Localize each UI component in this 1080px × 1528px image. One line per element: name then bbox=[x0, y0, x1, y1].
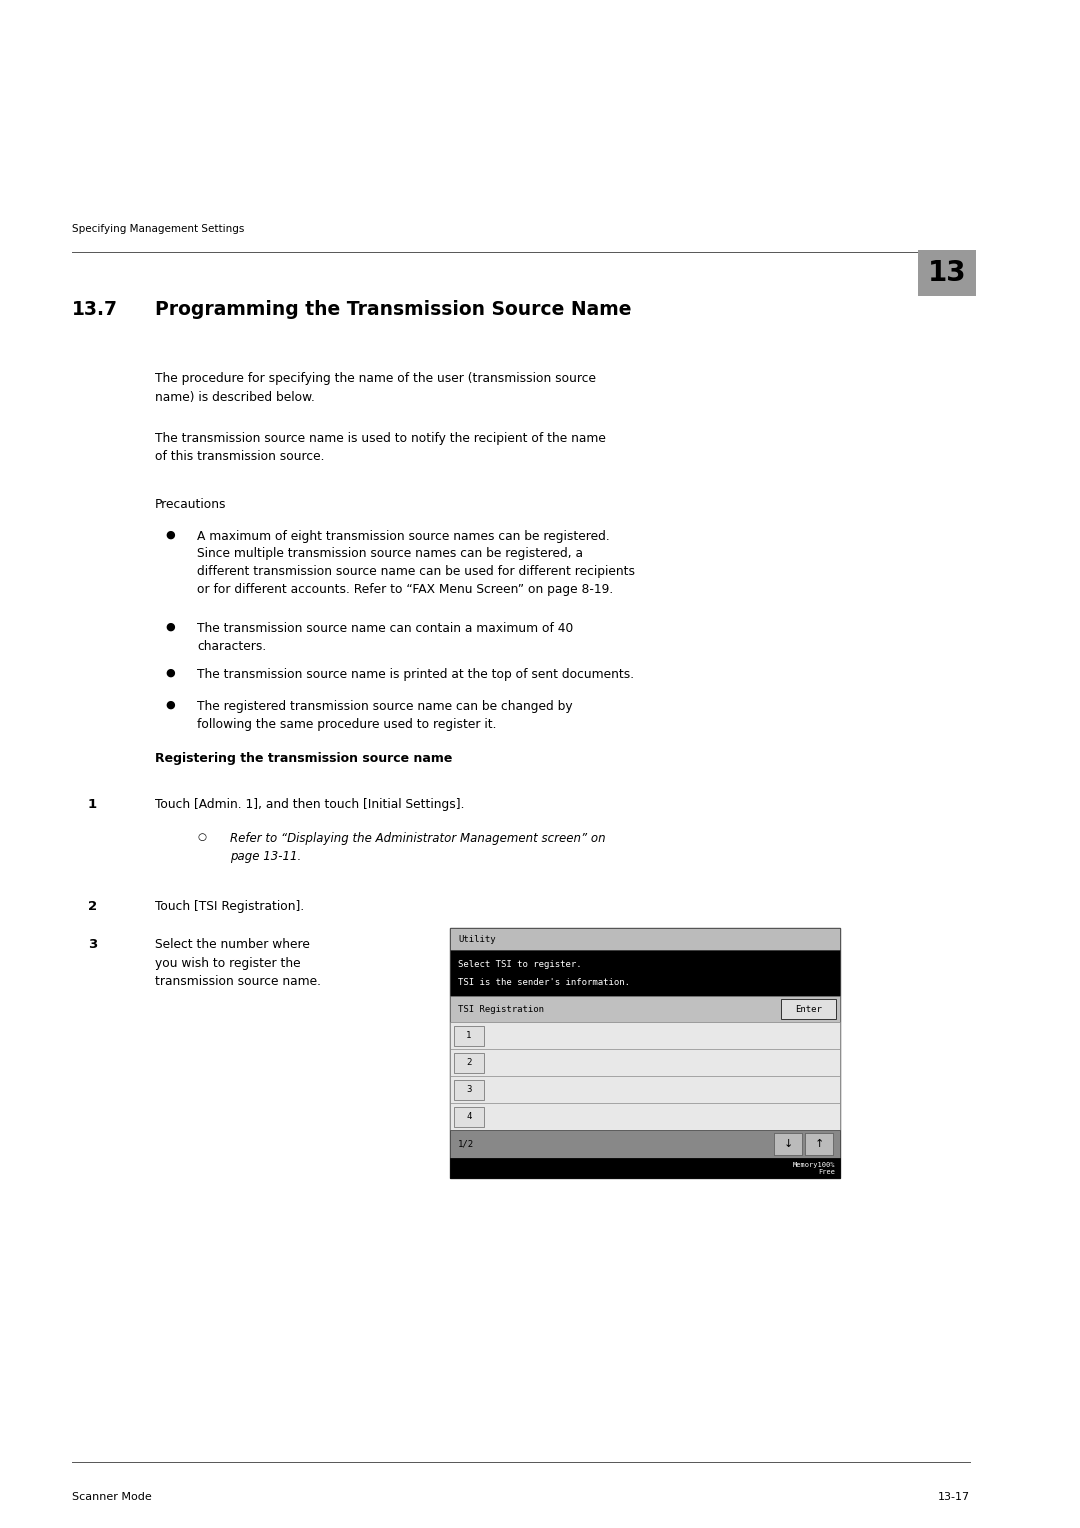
Text: Programming the Transmission Source Name: Programming the Transmission Source Name bbox=[156, 299, 632, 319]
Bar bbox=[781, 999, 836, 1019]
Bar bbox=[450, 1050, 840, 1076]
Bar bbox=[454, 1025, 484, 1045]
Bar bbox=[774, 1132, 802, 1155]
Text: The transmission source name is printed at the top of sent documents.: The transmission source name is printed … bbox=[197, 668, 634, 681]
Text: 13: 13 bbox=[928, 260, 967, 287]
Text: The transmission source name can contain a maximum of 40
characters.: The transmission source name can contain… bbox=[197, 622, 573, 652]
Bar bbox=[450, 1103, 840, 1131]
Text: The registered transmission source name can be changed by
following the same pro: The registered transmission source name … bbox=[197, 700, 572, 730]
Text: TSI is the sender's information.: TSI is the sender's information. bbox=[458, 978, 630, 987]
Text: 1/2: 1/2 bbox=[458, 1140, 474, 1149]
Text: Utility: Utility bbox=[458, 935, 496, 943]
Text: ○: ○ bbox=[197, 833, 206, 842]
Text: 13.7: 13.7 bbox=[72, 299, 118, 319]
Text: ●: ● bbox=[165, 700, 175, 711]
Bar bbox=[805, 1132, 833, 1155]
Bar bbox=[450, 1158, 840, 1178]
Text: 4: 4 bbox=[467, 1112, 472, 1122]
Text: ●: ● bbox=[165, 668, 175, 678]
Text: Scanner Mode: Scanner Mode bbox=[72, 1491, 152, 1502]
Bar bbox=[450, 950, 840, 996]
Bar bbox=[450, 996, 840, 1022]
Text: Registering the transmission source name: Registering the transmission source name bbox=[156, 752, 453, 766]
Text: 2: 2 bbox=[87, 900, 97, 914]
Bar bbox=[454, 1053, 484, 1073]
Text: 3: 3 bbox=[87, 938, 97, 950]
Text: 1: 1 bbox=[87, 798, 97, 811]
Text: Touch [TSI Registration].: Touch [TSI Registration]. bbox=[156, 900, 305, 914]
Bar bbox=[450, 1076, 840, 1103]
Text: 3: 3 bbox=[467, 1085, 472, 1094]
Text: ●: ● bbox=[165, 622, 175, 633]
Text: 2: 2 bbox=[467, 1057, 472, 1067]
Text: Refer to “Displaying the Administrator Management screen” on
page 13-11.: Refer to “Displaying the Administrator M… bbox=[230, 833, 606, 862]
Text: Enter: Enter bbox=[795, 1004, 822, 1013]
Bar bbox=[450, 927, 840, 950]
Bar bbox=[450, 927, 840, 1178]
Bar bbox=[450, 1022, 840, 1050]
Text: Precautions: Precautions bbox=[156, 498, 227, 510]
Text: 13-17: 13-17 bbox=[937, 1491, 970, 1502]
Bar bbox=[450, 1131, 840, 1158]
Text: The procedure for specifying the name of the user (transmission source
name) is : The procedure for specifying the name of… bbox=[156, 371, 596, 403]
Bar bbox=[454, 1079, 484, 1100]
Text: Select the number where
you wish to register the
transmission source name.: Select the number where you wish to regi… bbox=[156, 938, 321, 989]
Text: A maximum of eight transmission source names can be registered.
Since multiple t: A maximum of eight transmission source n… bbox=[197, 530, 635, 596]
Bar bbox=[454, 1106, 484, 1126]
Text: Select TSI to register.: Select TSI to register. bbox=[458, 960, 582, 969]
Bar bbox=[918, 251, 976, 296]
Text: ↓: ↓ bbox=[783, 1138, 793, 1149]
Text: Touch [Admin. 1], and then touch [Initial Settings].: Touch [Admin. 1], and then touch [Initia… bbox=[156, 798, 464, 811]
Text: TSI Registration: TSI Registration bbox=[458, 1004, 544, 1013]
Text: ↑: ↑ bbox=[814, 1138, 824, 1149]
Text: Specifying Management Settings: Specifying Management Settings bbox=[72, 225, 244, 234]
Text: ●: ● bbox=[165, 530, 175, 539]
Text: The transmission source name is used to notify the recipient of the name
of this: The transmission source name is used to … bbox=[156, 432, 606, 463]
Text: Memory100%
Free: Memory100% Free bbox=[793, 1161, 835, 1175]
Text: 1: 1 bbox=[467, 1031, 472, 1041]
